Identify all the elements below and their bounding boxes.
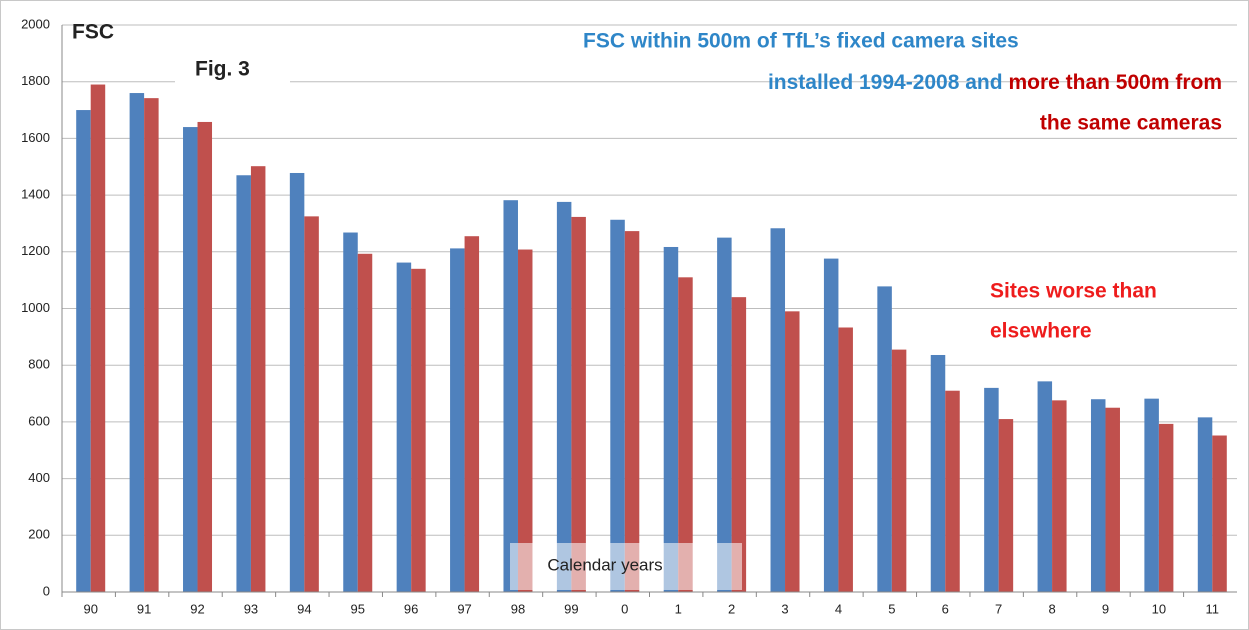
x-tick-label: 8 (1048, 601, 1055, 616)
y-tick-label: 600 (28, 413, 50, 428)
x-tick-label: 99 (564, 601, 578, 616)
bar (717, 237, 732, 592)
bar (1090, 399, 1106, 592)
bar (411, 268, 426, 592)
x-tick-label: 0 (621, 601, 628, 616)
bar (357, 253, 373, 593)
bar (289, 172, 305, 592)
x-tick-label: 95 (351, 601, 365, 616)
x-tick-label: 90 (83, 601, 97, 616)
y-tick-label: 200 (28, 527, 50, 542)
x-tick-label: 1 (675, 601, 682, 616)
bar (464, 236, 480, 592)
bar (1158, 423, 1174, 592)
x-tick-label: 6 (942, 601, 949, 616)
x-label-box (510, 543, 742, 590)
title-part: more than 500m from (1008, 71, 1222, 94)
bar (877, 286, 892, 592)
bar (678, 277, 693, 592)
y-tick-label: 1000 (21, 300, 50, 315)
bar (770, 228, 786, 592)
x-tick-label: 7 (995, 601, 1002, 616)
bar (343, 232, 358, 592)
x-tick-label: 4 (835, 601, 842, 616)
bar (1037, 381, 1053, 592)
bar (731, 297, 747, 592)
annotation: FSC (72, 21, 114, 44)
x-tick-label: 11 (1206, 601, 1220, 616)
x-tick-label: 97 (457, 601, 471, 616)
note: Sites worse than (990, 280, 1157, 303)
x-tick-label: 10 (1152, 601, 1166, 616)
bar (250, 166, 266, 593)
bar (503, 200, 518, 592)
bar (450, 248, 465, 592)
bar (838, 327, 853, 592)
annotation: Fig. 3 (195, 58, 250, 81)
bar (76, 110, 91, 593)
x-tick-label: 5 (888, 601, 895, 616)
bar (571, 216, 586, 592)
bar (90, 84, 106, 592)
x-tick-label: 91 (137, 601, 151, 616)
x-tick-label: 96 (404, 601, 418, 616)
title-part: installed 1994-2008 and (768, 71, 1003, 94)
y-tick-label: 2000 (21, 16, 50, 31)
bar (396, 262, 412, 592)
x-tick-label: 3 (781, 601, 788, 616)
x-axis-label: Calendar years (547, 555, 662, 574)
bar (823, 258, 839, 592)
bar (144, 98, 159, 592)
overlay: Calendar years (510, 543, 742, 590)
y-tick-label: 1400 (21, 187, 50, 202)
bar (197, 121, 213, 592)
bar (610, 219, 625, 592)
x-tick-label: 9 (1102, 601, 1109, 616)
x-tick-label: 94 (297, 601, 311, 616)
bar (1197, 417, 1213, 592)
bar (998, 419, 1014, 592)
label-box (175, 52, 290, 92)
title-line: installed 1994-2008 and more than 500m f… (768, 71, 1222, 94)
bar (891, 349, 907, 592)
bar (1105, 407, 1120, 592)
bar (304, 216, 319, 593)
y-tick-label: 1200 (21, 243, 50, 258)
y-tick-label: 800 (28, 357, 50, 372)
title-line: the same cameras (1040, 112, 1222, 135)
y-tick-label: 400 (28, 470, 50, 485)
bar (663, 246, 679, 592)
bar (517, 249, 533, 593)
bar (984, 387, 999, 592)
y-tick-label: 1600 (21, 130, 50, 145)
bar (129, 93, 145, 592)
x-tick-label: 98 (511, 601, 525, 616)
bar (236, 175, 251, 592)
x-tick-label: 92 (190, 601, 204, 616)
x-tick-label: 93 (244, 601, 258, 616)
x-tick-label: 2 (728, 601, 735, 616)
bar (1144, 398, 1159, 592)
bar (1212, 435, 1227, 592)
bar (183, 127, 198, 592)
bar (930, 354, 946, 592)
bar (785, 311, 800, 592)
bar (1052, 400, 1067, 592)
bar (556, 201, 572, 593)
note: elsewhere (990, 320, 1092, 343)
bar (624, 231, 640, 593)
y-tick-label: 0 (43, 583, 50, 598)
y-tick-label: 1800 (21, 73, 50, 88)
bar (945, 390, 960, 592)
title-line: FSC within 500m of TfL’s fixed camera si… (583, 30, 1019, 53)
